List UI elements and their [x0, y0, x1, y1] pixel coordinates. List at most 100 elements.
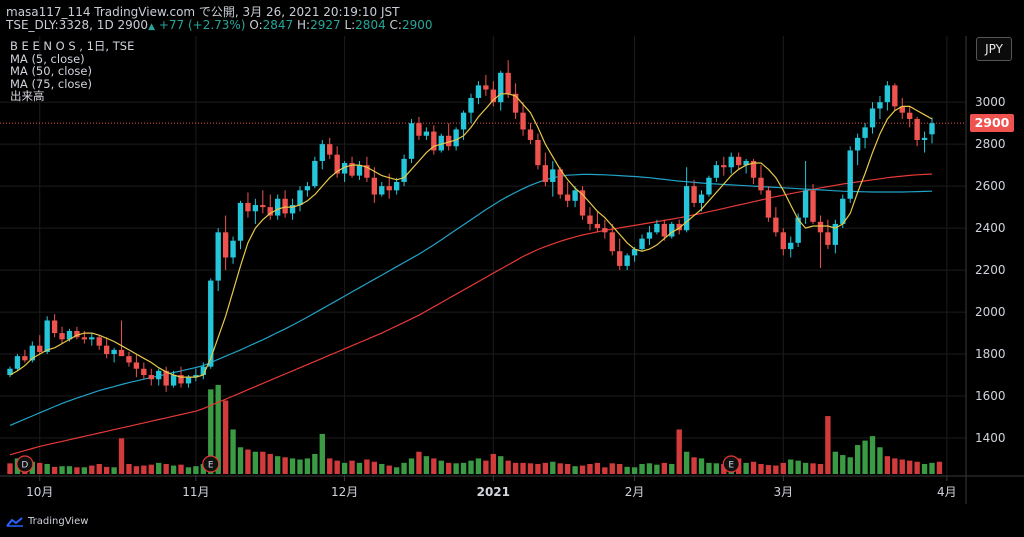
volume-bar: [148, 464, 154, 474]
legend-volume[interactable]: 出来高: [10, 89, 45, 103]
event-marker-label: E: [728, 461, 734, 471]
volume-bar: [170, 465, 177, 474]
candle-body: [371, 177, 378, 195]
candle-body: [721, 165, 727, 168]
volume-bar: [564, 463, 571, 474]
candle-body: [96, 337, 102, 346]
volume-bar: [854, 445, 861, 474]
legend-ma50[interactable]: MA (50, close): [10, 64, 92, 78]
volume-bar: [118, 438, 125, 474]
candle-body: [289, 205, 296, 214]
volume-bar: [587, 463, 593, 474]
candle-body: [200, 366, 206, 376]
candle-body: [44, 320, 50, 352]
event-marker: [202, 455, 220, 473]
candle-body: [587, 215, 593, 224]
candle-body: [59, 333, 65, 340]
volume-bar: [505, 460, 511, 474]
last-price-label: 2900: [970, 114, 1014, 133]
volume-bar: [178, 464, 184, 474]
volume-bar: [200, 463, 206, 474]
candle-body: [810, 190, 816, 222]
legend-ma5[interactable]: MA (5, close): [10, 51, 85, 66]
candle-body: [37, 345, 43, 352]
y-tick-label: 2800: [975, 137, 1006, 151]
candle-body: [840, 198, 846, 224]
volume-bar: [460, 462, 467, 474]
candle-body: [386, 186, 392, 191]
candle-body: [51, 320, 58, 334]
volume-bar: [401, 462, 407, 474]
y-tick-label: 1400: [975, 431, 1006, 445]
candle-body: [103, 345, 110, 355]
candle-body: [133, 362, 140, 369]
close-label: C:: [389, 18, 402, 32]
candle-body: [579, 190, 586, 216]
volume-bar: [877, 447, 883, 474]
volume-bar: [743, 462, 749, 474]
volume-bar: [594, 462, 601, 474]
price-chart[interactable]: 1400 1600 1800 2000 2200 2400 2600 2800 3000 D E E 1…: [0, 36, 1024, 504]
volume-bar: [535, 463, 541, 474]
volume-bar: [371, 461, 378, 474]
candle-body: [304, 186, 311, 191]
volume-bar: [282, 457, 288, 474]
volume-bar: [126, 463, 132, 474]
volume-bar: [706, 462, 712, 474]
volume-bar: [579, 465, 586, 474]
candle-body: [163, 370, 169, 386]
volume-bar: [542, 462, 549, 474]
candle-body: [22, 356, 28, 361]
volume-bar: [37, 462, 43, 474]
volume-bar: [356, 462, 363, 474]
volume-bar: [788, 459, 794, 474]
candle-body: [683, 186, 690, 231]
candle-body: [267, 207, 273, 216]
volume-bar: [929, 462, 935, 474]
volume-bar: [483, 460, 489, 474]
y-tick-label: 1800: [975, 347, 1006, 361]
volume-bar: [550, 461, 556, 474]
candle-body: [356, 165, 363, 176]
x-tick-label: 4月: [937, 485, 957, 499]
volume-bar: [825, 416, 831, 474]
candle-body: [126, 356, 132, 363]
volume-bar: [81, 467, 88, 474]
current-price: 2900: [117, 18, 149, 32]
candle-body: [550, 169, 556, 182]
candle-body: [341, 163, 348, 174]
volume-bar: [624, 466, 630, 474]
volume-bar: [490, 453, 496, 474]
x-tick-label: 10月: [26, 485, 53, 499]
brand-name: TradingView: [28, 516, 89, 527]
symbol-label[interactable]: TSE_DLY:3328, 1D: [6, 18, 114, 32]
volume-bar: [289, 458, 296, 474]
event-marker: [16, 455, 34, 473]
volume-bar: [862, 440, 868, 474]
candle-body: [237, 202, 244, 241]
volume-bar: [349, 460, 355, 474]
candle-body: [312, 160, 318, 187]
candle-body: [498, 72, 504, 103]
event-marker-label: D: [21, 461, 28, 471]
volume-bar: [639, 463, 645, 474]
legend-symbol[interactable]: B E E N O S , 1日, TSE: [10, 39, 135, 53]
brand-logo[interactable]: TradingView: [6, 516, 88, 527]
volume-bar: [602, 467, 608, 474]
volume-bar: [431, 458, 437, 474]
candle-body: [795, 217, 801, 243]
legend-ma75[interactable]: MA (75, close): [10, 76, 92, 91]
volume-bar: [468, 460, 474, 474]
volume-bar: [103, 466, 110, 474]
volume-bar: [750, 461, 757, 474]
volume-bar: [215, 384, 221, 474]
candle-body: [141, 368, 147, 376]
candle-body: [535, 139, 541, 166]
candle-body: [564, 194, 571, 201]
y-tick-label: 2200: [975, 263, 1006, 277]
volume-bar: [631, 467, 638, 474]
currency-button[interactable]: JPY: [976, 37, 1012, 61]
chart-legend: B E E N O S , 1日, TSE MA (5, close) MA (…: [10, 40, 134, 103]
candle-body: [379, 186, 385, 195]
candle-body: [282, 198, 288, 214]
